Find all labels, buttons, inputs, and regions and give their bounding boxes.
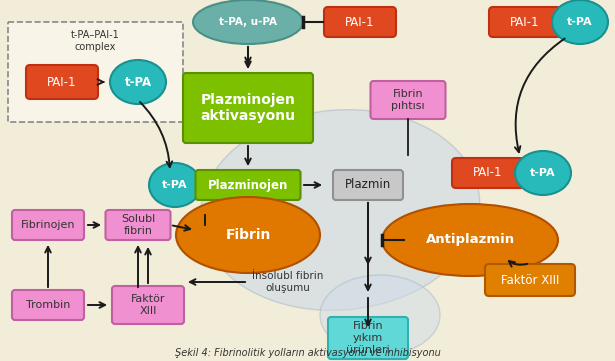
Text: t-PA: t-PA — [124, 75, 151, 88]
FancyBboxPatch shape — [485, 264, 575, 296]
Text: Fibrin
pıhtısı: Fibrin pıhtısı — [391, 89, 425, 111]
Text: Solubl
fibrin: Solubl fibrin — [121, 214, 155, 236]
FancyBboxPatch shape — [324, 7, 396, 37]
FancyBboxPatch shape — [452, 158, 524, 188]
FancyBboxPatch shape — [112, 286, 184, 324]
Text: Antiplazmin: Antiplazmin — [426, 234, 515, 247]
Ellipse shape — [200, 110, 480, 310]
Text: İnsolubl fibrin
oluşumu: İnsolubl fibrin oluşumu — [252, 271, 323, 293]
Ellipse shape — [320, 275, 440, 355]
Text: Faktör
XIII: Faktör XIII — [131, 294, 165, 316]
FancyBboxPatch shape — [106, 210, 170, 240]
Text: PAI-1: PAI-1 — [345, 16, 375, 29]
Text: Trombin: Trombin — [26, 300, 70, 310]
FancyBboxPatch shape — [12, 210, 84, 240]
Text: t-PA: t-PA — [162, 180, 188, 190]
Text: Plazminojen: Plazminojen — [208, 178, 288, 191]
Ellipse shape — [110, 60, 166, 104]
Text: Fibrinojen: Fibrinojen — [21, 220, 75, 230]
Text: Plazminojen
aktivasyonu: Plazminojen aktivasyonu — [200, 93, 295, 123]
Text: t-PA, u-PA: t-PA, u-PA — [219, 17, 277, 27]
FancyBboxPatch shape — [328, 317, 408, 359]
FancyBboxPatch shape — [26, 65, 98, 99]
Ellipse shape — [149, 163, 201, 207]
FancyBboxPatch shape — [183, 73, 313, 143]
Text: PAI-1: PAI-1 — [47, 75, 77, 88]
Ellipse shape — [176, 197, 320, 273]
Text: PAI-1: PAI-1 — [510, 16, 540, 29]
Text: Fibrin
yıkım
ürünleri: Fibrin yıkım ürünleri — [346, 321, 390, 355]
FancyBboxPatch shape — [12, 290, 84, 320]
FancyBboxPatch shape — [333, 170, 403, 200]
FancyBboxPatch shape — [8, 22, 183, 122]
Text: t-PA: t-PA — [530, 168, 556, 178]
Ellipse shape — [552, 0, 608, 44]
Text: t-PA–PAI-1
complex: t-PA–PAI-1 complex — [71, 30, 119, 52]
Ellipse shape — [193, 0, 303, 44]
Text: Şekil 4: Fibrinolitik yolların aktivasyonu ve inhibisyonu: Şekil 4: Fibrinolitik yolların aktivasyo… — [175, 348, 441, 358]
Text: Faktör XIII: Faktör XIII — [501, 274, 559, 287]
Ellipse shape — [515, 151, 571, 195]
Text: t-PA: t-PA — [567, 17, 593, 27]
FancyBboxPatch shape — [196, 170, 301, 200]
Text: Fibrin: Fibrin — [225, 228, 271, 242]
Text: Plazmin: Plazmin — [345, 178, 391, 191]
Ellipse shape — [382, 204, 558, 276]
FancyBboxPatch shape — [489, 7, 561, 37]
FancyBboxPatch shape — [370, 81, 445, 119]
Text: PAI-1: PAI-1 — [474, 166, 502, 179]
